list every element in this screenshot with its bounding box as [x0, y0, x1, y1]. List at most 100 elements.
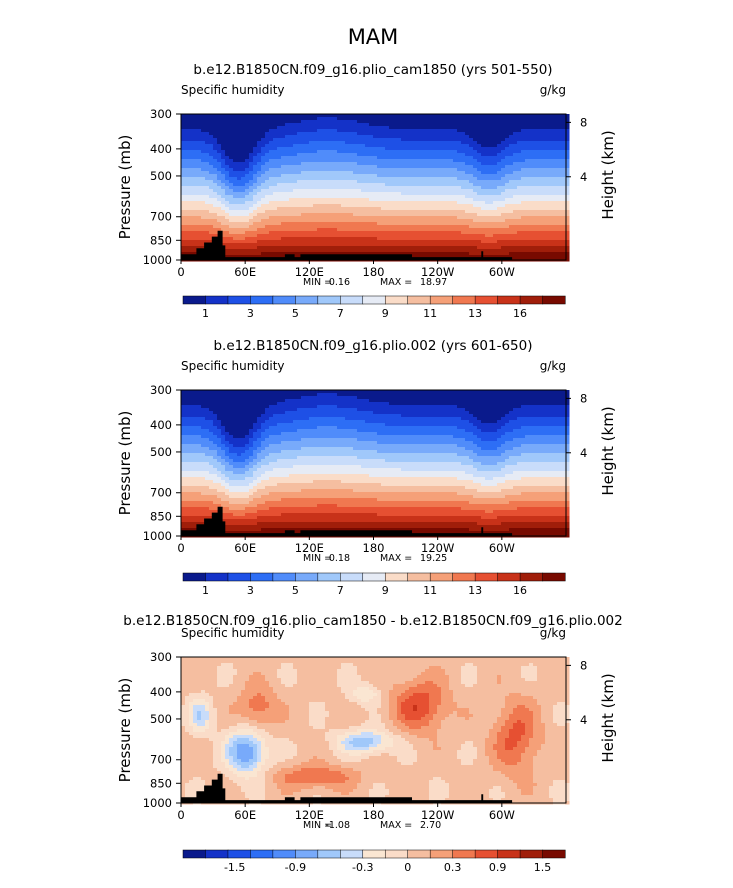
- field-cell: [533, 150, 538, 154]
- field-cell: [349, 129, 354, 133]
- field-cell: [297, 189, 302, 193]
- field-cell: [337, 117, 342, 121]
- field-cell: [505, 114, 510, 118]
- field-cell: [373, 180, 378, 184]
- field-cell: [449, 144, 454, 148]
- field-cell: [293, 246, 298, 250]
- field-cell: [233, 192, 238, 196]
- field-cell: [509, 117, 514, 121]
- field-cell: [369, 222, 374, 226]
- field-cell: [465, 207, 470, 211]
- field-cell: [389, 129, 394, 133]
- field-cell: [461, 237, 466, 241]
- field-cell: [193, 222, 198, 226]
- field-cell: [289, 174, 294, 178]
- field-cell: [445, 252, 450, 256]
- field-cell: [281, 216, 286, 220]
- field-cell: [489, 180, 494, 184]
- field-cell: [473, 219, 478, 223]
- field-cell: [381, 180, 386, 184]
- field-cell: [241, 222, 246, 226]
- field-cell: [509, 165, 514, 169]
- field-cell: [449, 222, 454, 226]
- field-cell: [533, 114, 538, 118]
- field-cell: [453, 234, 458, 238]
- field-cell: [221, 195, 226, 199]
- field-cell: [257, 135, 262, 139]
- field-cell: [537, 186, 542, 190]
- field-cell: [537, 180, 542, 184]
- field-cell: [437, 180, 442, 184]
- field-cell: [473, 168, 478, 172]
- field-cell: [381, 153, 386, 157]
- field-cell: [249, 216, 254, 220]
- field-cell: [241, 237, 246, 241]
- field-cell: [501, 150, 506, 154]
- field-cell: [477, 198, 482, 202]
- field-cell: [425, 144, 430, 148]
- field-cell: [561, 207, 566, 211]
- field-cell: [233, 147, 238, 151]
- field-cell: [541, 222, 546, 226]
- field-cell: [265, 255, 270, 259]
- field-cell: [425, 168, 430, 172]
- field-cell: [321, 246, 326, 250]
- field-cell: [421, 210, 426, 214]
- field-cell: [221, 201, 226, 205]
- field-cell: [413, 132, 418, 136]
- field-cell: [249, 210, 254, 214]
- field-cell: [477, 192, 482, 196]
- field-cell: [301, 228, 306, 232]
- field-cell: [381, 189, 386, 193]
- field-cell: [461, 231, 466, 235]
- field-cell: [353, 147, 358, 151]
- field-cell: [305, 123, 310, 127]
- field-cell: [537, 144, 542, 148]
- field-cell: [373, 150, 378, 154]
- field-cell: [553, 147, 558, 151]
- field-cell: [393, 129, 398, 133]
- field-cell: [441, 252, 446, 256]
- field-cell: [389, 162, 394, 166]
- field-cell: [441, 246, 446, 250]
- field-cell: [245, 216, 250, 220]
- field-cell: [185, 228, 190, 232]
- field-cell: [257, 207, 262, 211]
- field-cell: [293, 213, 298, 217]
- field-cell: [489, 237, 494, 241]
- field-cell: [413, 219, 418, 223]
- field-cell: [537, 141, 542, 145]
- field-cell: [413, 192, 418, 196]
- field-cell: [309, 141, 314, 145]
- field-cell: [513, 219, 518, 223]
- field-cell: [189, 471, 194, 475]
- field-cell: [457, 228, 462, 232]
- field-cell: [421, 222, 426, 226]
- field-cell: [433, 153, 438, 157]
- field-cell: [361, 150, 366, 154]
- field-cell: [225, 135, 230, 139]
- field-cell: [401, 231, 406, 235]
- field-cell: [429, 141, 434, 145]
- field-cell: [453, 237, 458, 241]
- field-cell: [205, 153, 210, 157]
- field-cell: [397, 147, 402, 151]
- field-cell: [561, 228, 566, 232]
- field-cell: [513, 216, 518, 220]
- field-cell: [365, 216, 370, 220]
- field-cell: [557, 225, 562, 229]
- field-cell: [385, 156, 390, 160]
- field-cell: [469, 132, 474, 136]
- field-cell: [449, 123, 454, 127]
- field-cell: [381, 114, 386, 118]
- field-cell: [417, 246, 422, 250]
- field-cell: [337, 225, 342, 229]
- field-cell: [449, 177, 454, 181]
- field-cell: [485, 249, 490, 253]
- field-cell: [405, 114, 410, 118]
- field-cell: [565, 216, 570, 220]
- field-cell: [457, 195, 462, 199]
- field-cell: [301, 201, 306, 205]
- field-cell: [549, 189, 554, 193]
- field-cell: [301, 231, 306, 235]
